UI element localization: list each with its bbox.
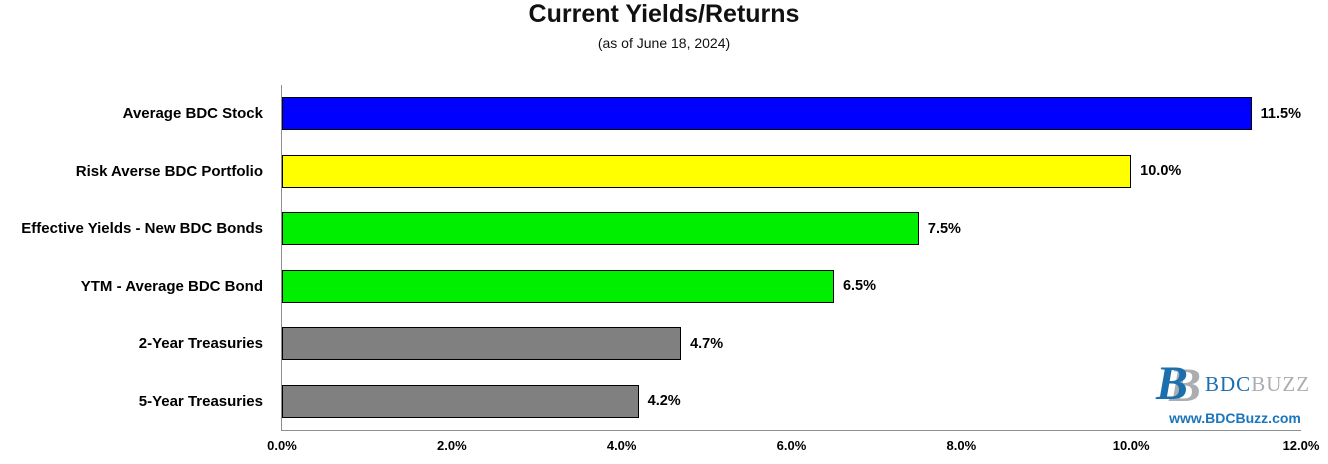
chart-title: Current Yields/Returns: [528, 0, 800, 28]
value-label: 11.5%: [1260, 105, 1301, 122]
value-label: 4.2%: [647, 393, 681, 410]
plot-area: 11.5% 10.0% 7.5% 6.5% 4.7% 4.2% 0.0% 2.0% 4.0% 6.…: [267, 85, 1319, 453]
value-label: 4.7%: [690, 335, 724, 352]
logo-row: B B BDCBUZZ: [1156, 357, 1314, 412]
monogram-b-gray: B: [1169, 359, 1202, 412]
bar: [282, 327, 682, 361]
category-label: 5-Year Treasuries: [138, 392, 263, 410]
value-label: 10.0%: [1140, 163, 1182, 180]
bar: [282, 97, 1252, 131]
category-label: Risk Averse BDC Portfolio: [75, 162, 263, 180]
logo-text-bdc: BDC: [1205, 371, 1252, 396]
category-label: YTM - Average BDC Bond: [80, 277, 263, 295]
x-tick-label: 12.0%: [1282, 438, 1320, 453]
category-label: Average BDC Stock: [122, 105, 263, 123]
category-label: Effective Yields - New BDC Bonds: [21, 220, 263, 238]
x-tick-label: 4.0%: [606, 438, 637, 453]
website-link[interactable]: www.BDCBuzz.com: [1169, 410, 1301, 426]
bar-row: 4.2%: [282, 384, 1301, 418]
x-tick-label: 10.0%: [1112, 438, 1150, 453]
bar: [282, 154, 1132, 188]
logo-wordmark: BDCBUZZ: [1205, 372, 1310, 397]
bar: [282, 212, 919, 246]
bar-row: 7.5%: [282, 212, 1301, 246]
x-tick-label: 6.0%: [776, 438, 807, 453]
bar-row: 6.5%: [282, 269, 1301, 303]
bar: [282, 384, 639, 418]
x-tick-label: 8.0%: [946, 438, 977, 453]
bdcbuzz-logo: B B BDCBUZZ www.BDCBuzz.com: [1156, 357, 1314, 427]
logo-text-buzz: BUZZ: [1251, 371, 1311, 396]
bar-row: 11.5%: [282, 97, 1301, 131]
monogram-b-blue: B: [1156, 357, 1189, 410]
category-label: 2-Year Treasuries: [138, 335, 263, 353]
value-label: 6.5%: [842, 278, 877, 295]
bar-row: 4.7%: [282, 327, 1301, 361]
x-tick-label: 2.0%: [437, 438, 467, 453]
x-tick-label: 0.0%: [267, 438, 297, 453]
bdcbuzz-monogram-icon: B B: [1156, 357, 1202, 412]
bar-row: 10.0%: [282, 154, 1301, 188]
value-label: 7.5%: [927, 220, 961, 237]
chart-subtitle: (as of June 18, 2024): [597, 35, 731, 51]
category-axis: Average BDC Stock Risk Averse BDC Portfol…: [0, 85, 263, 430]
bar: [282, 269, 834, 303]
